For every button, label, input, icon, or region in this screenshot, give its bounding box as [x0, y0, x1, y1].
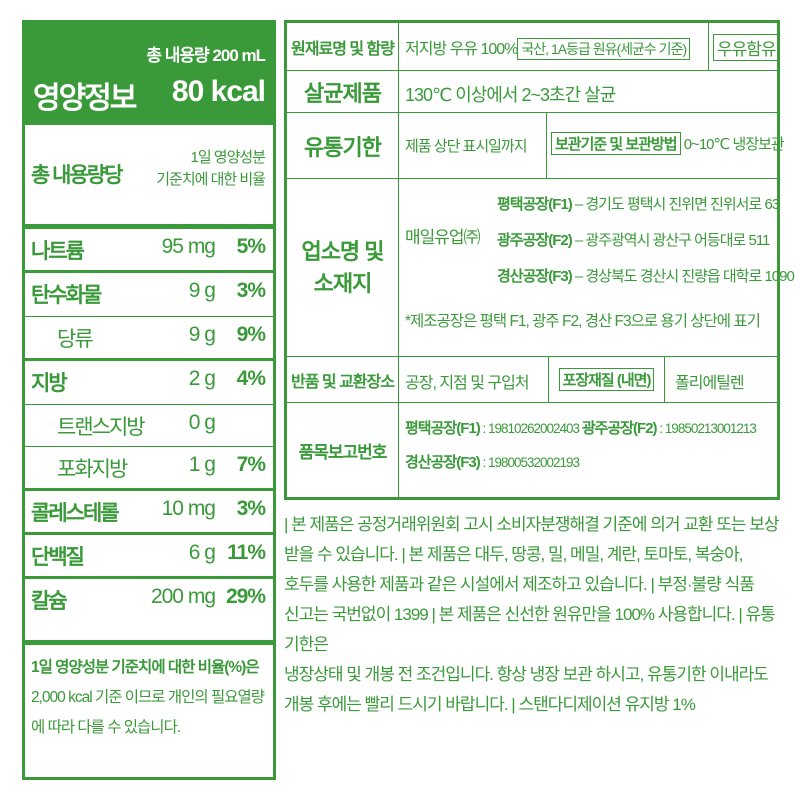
- storage-cell: 보관기준 및 보관방법 0~10℃ 냉장보관: [547, 113, 785, 179]
- nutrient-name: 나트륨: [31, 240, 85, 263]
- nutrient-row-carbs: 탄수화물 9 g 3%: [25, 273, 273, 317]
- nutrient-name: 콜레스테롤: [31, 502, 120, 525]
- nutrition-header: 총 내용량 200 mL 영양정보 80 kcal: [25, 23, 273, 125]
- notice-line: | 본 제품은 공정거래위원회 고시 소비자분쟁해결 기준에 의거 교환 또는 …: [284, 515, 780, 534]
- nutrient-percent: 11%: [227, 541, 266, 564]
- nutrient-percent: 3%: [236, 279, 266, 302]
- nutrition-panel: 총 내용량 200 mL 영양정보 80 kcal 총 내용량당 1일 영양성분…: [22, 20, 276, 780]
- report-f3-no: : 19800532002193: [479, 455, 580, 470]
- allergen-value: 우유함유: [709, 23, 780, 71]
- nutrient-amount: 200 mg: [150, 585, 216, 608]
- report-f1-f2: 평택공장(F1) : 19810262002403 광주공장(F2) : 198…: [405, 417, 757, 438]
- notice-line: 냉장상태 및 개봉 전 조건입니다. 항상 냉장 보관 하시고, 유통기한 이내…: [284, 665, 769, 684]
- notice-line: 개봉 후에는 빨리 드시기 바랍니다. | 스탠다디제이션 유지방 1%: [284, 695, 696, 714]
- nutrient-name: 지방: [31, 372, 68, 395]
- factory-f1: 평택공장(F1) – 경기도 평택시 진위면 진위서로 63: [497, 193, 780, 214]
- sterilize-value: 130℃ 이상에서 2~3초간 살균: [399, 71, 777, 113]
- notice-text: | 본 제품은 공정거래위원회 고시 소비자분쟁해결 기준에 의거 교환 또는 …: [284, 510, 782, 720]
- nutrient-name: 포화지방: [57, 458, 128, 481]
- ingredients-origin: 국산, 1A등급 원유(세균수 기준): [517, 38, 691, 60]
- report-value: 평택공장(F1) : 19810262002403 광주공장(F2) : 198…: [399, 403, 777, 497]
- maker-label: 업소명 및 소재지: [287, 179, 399, 357]
- storage-value: 0~10℃ 냉장보관: [683, 136, 785, 153]
- factory-f2-addr: – 광주광역시 광산구 어등대로 511: [571, 232, 771, 249]
- notice-line: 받을 수 있습니다. | 본 제품은 대두, 땅콩, 밀, 메밀, 계란, 토마…: [284, 545, 744, 564]
- daily-value-line1: 1일 영양성분: [190, 149, 266, 166]
- per-label: 총 내용량당: [31, 164, 123, 187]
- factory-f2-name: 광주공장(F2): [497, 232, 573, 249]
- expiry-label: 유통기한: [287, 113, 399, 179]
- ingredients-value: 저지방 우유 100% 국산, 1A등급 원유(세균수 기준): [399, 23, 709, 71]
- nutrient-row-cholesterol: 콜레스테롤 10 mg 3%: [25, 491, 273, 535]
- report-f3-name: 경산공장(F3): [405, 454, 481, 471]
- nutrient-row-protein: 단백질 6 g 11%: [25, 535, 273, 579]
- daily-value-label: 1일 영양성분 기준치에 대한 비율: [156, 147, 266, 191]
- notice-line: 신고는 국번없이 1399 | 본 제품은 신선한 원유만을 100% 사용합니…: [284, 605, 776, 654]
- expiry-value: 제품 상단 표시일까지: [399, 113, 547, 179]
- nutrition-title: 영양정보: [33, 82, 137, 115]
- report-f3: 경산공장(F3) : 19800532002193: [405, 451, 580, 472]
- calories: 80 kcal: [171, 75, 266, 108]
- report-label: 품목보고번호: [287, 403, 399, 497]
- factory-f1-name: 평택공장(F1): [497, 196, 573, 213]
- ingredients-main: 저지방 우유 100%: [405, 41, 518, 58]
- report-f2-name: 광주공장(F2): [581, 420, 658, 437]
- storage-label: 보관기준 및 보관방법: [551, 132, 681, 155]
- report-f1-name: 평택공장(F1): [405, 420, 481, 437]
- nutrient-name: 당류: [57, 328, 94, 351]
- nutrient-amount: 95 mg: [161, 235, 216, 258]
- return-label: 반품 및 교환장소: [287, 357, 399, 403]
- nutrient-percent: 4%: [236, 367, 266, 390]
- nutrient-percent: 7%: [236, 453, 266, 476]
- nutrient-row-sugars: 당류 9 g 9%: [25, 317, 273, 361]
- nutrient-row-sodium: 나트륨 95 mg 5%: [25, 229, 273, 273]
- nutrient-amount: 9 g: [188, 279, 216, 302]
- nutrient-percent: 9%: [236, 323, 266, 346]
- nutrient-name: 탄수화물: [31, 284, 102, 307]
- maker-value: 매일유업㈜ 평택공장(F1) – 경기도 평택시 진위면 진위서로 63 광주공…: [399, 179, 795, 357]
- product-info-table: 원재료명 및 함량 저지방 우유 100% 국산, 1A등급 원유(세균수 기준)…: [284, 20, 795, 500]
- nutrient-amount: 10 mg: [161, 497, 216, 520]
- nutrient-row-trans-fat: 트랜스지방 0 g: [25, 405, 273, 447]
- factory-f3-addr: – 경상북도 경산시 진량읍 대학로 1090: [571, 268, 795, 285]
- nutrient-amount: 6 g: [188, 541, 216, 564]
- notice-line: 호두를 사용한 제품과 같은 시설에서 제조하고 있습니다. | 부정·불량 식…: [284, 575, 755, 594]
- nutrient-row-fat: 지방 2 g 4%: [25, 361, 273, 405]
- nutrition-footnote: 1일 영양성분 기준치에 대한 비율(%)은 2,000 kcal 기준 이므로…: [31, 653, 271, 743]
- factory-note: *제조공장은 평택 F1, 광주 F2, 경산 F3으로 용기 상단에 표기: [405, 313, 761, 330]
- factory-f2: 광주공장(F2) – 광주광역시 광산구 어등대로 511: [497, 229, 771, 250]
- footnote-text: 2,000 kcal 기준 이므로 개인의 필요열량에 따라 다를 수 있습니다…: [31, 689, 265, 736]
- nutrient-percent: 5%: [236, 235, 266, 258]
- nutrient-amount: 2 g: [188, 367, 216, 390]
- nutrient-name: 트랜스지방: [57, 416, 146, 439]
- nutrient-percent: 3%: [236, 497, 266, 520]
- nutrient-row-saturated-fat: 포화지방 1 g 7%: [25, 447, 273, 491]
- packaging-label-box: 포장재질 (내면): [558, 368, 655, 391]
- allergen-box: 우유함유: [713, 34, 780, 61]
- nutrient-amount: 9 g: [188, 323, 216, 346]
- return-value: 공장, 지점 및 구입처: [399, 357, 549, 403]
- sterilize-label: 살균제품: [287, 71, 399, 113]
- nutrient-amount: 0 g: [188, 411, 216, 434]
- nutrient-row-calcium: 칼슘 200 mg 29%: [25, 579, 273, 645]
- maker-label-line2: 소재지: [313, 270, 373, 296]
- maker-label-line1: 업소명 및: [301, 238, 384, 264]
- nutrient-percent: 29%: [225, 585, 266, 608]
- nutrient-amount: 1 g: [188, 453, 216, 476]
- factory-f3-name: 경산공장(F3): [497, 268, 573, 285]
- packaging-value: 폴리에틸렌: [665, 357, 777, 403]
- nutrient-name: 칼슘: [31, 590, 68, 613]
- footnote-bold: 1일 영양성분 기준치에 대한 비율(%)은: [31, 659, 260, 676]
- packaging-label: 포장재질 (내면): [549, 357, 665, 403]
- factory-f3: 경산공장(F3) – 경상북도 경산시 진량읍 대학로 1090: [497, 265, 795, 286]
- nutrition-subheader: 총 내용량당 1일 영양성분 기준치에 대한 비율: [25, 125, 273, 229]
- report-f1-no: : 19810262002403: [479, 421, 580, 436]
- daily-value-line2: 기준치에 대한 비율: [156, 171, 266, 188]
- nutrient-name: 단백질: [31, 546, 85, 569]
- total-volume: 총 내용량 200 mL: [146, 46, 266, 65]
- maker-name: 매일유업㈜: [405, 228, 481, 247]
- ingredients-label: 원재료명 및 함량: [287, 23, 399, 71]
- report-f2-no: : 19850213001213: [656, 421, 757, 436]
- factory-f1-addr: – 경기도 평택시 진위면 진위서로 63: [571, 196, 780, 213]
